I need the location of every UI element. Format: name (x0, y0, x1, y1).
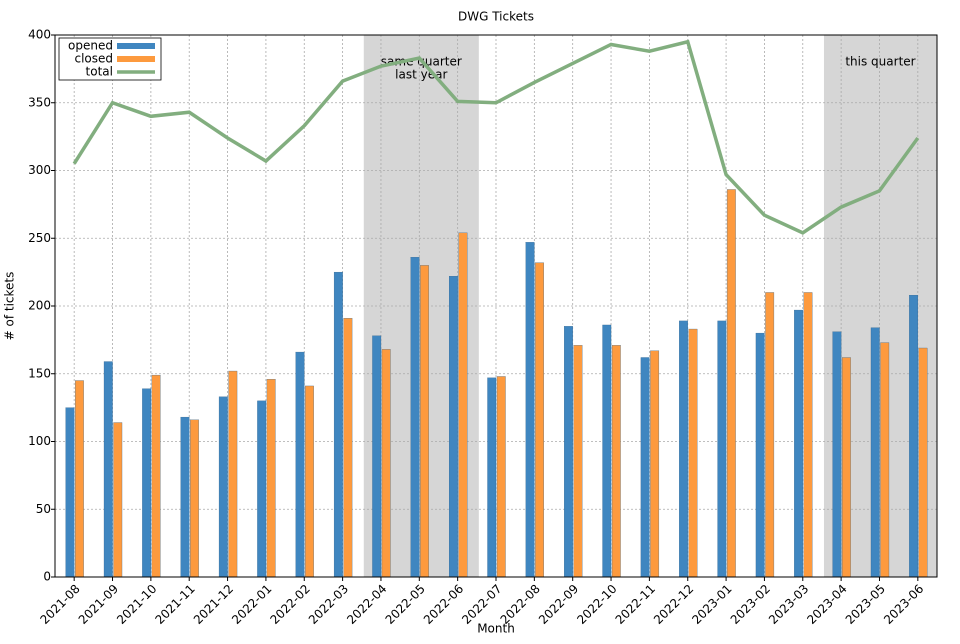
bar (218, 396, 228, 578)
bar (65, 407, 75, 578)
plot-frame (54, 34, 938, 578)
bar (679, 320, 688, 578)
line (72, 39, 920, 235)
legend-swatch (117, 43, 155, 49)
bar (103, 361, 113, 578)
bar (602, 324, 612, 578)
bar (333, 271, 343, 578)
y-tick-label: 50 (36, 502, 51, 516)
bar (372, 335, 382, 578)
bar (794, 309, 803, 578)
bar (180, 416, 190, 578)
y-tick-label: 100 (28, 434, 51, 448)
span-label: last year (395, 68, 447, 82)
bar (113, 422, 123, 578)
bar (573, 345, 583, 578)
bar (870, 327, 880, 578)
bar (564, 326, 573, 578)
bar (228, 370, 238, 578)
bar (458, 232, 468, 578)
bar (688, 328, 698, 578)
bar (841, 357, 851, 578)
bar (381, 349, 391, 578)
legend-label: total (86, 65, 113, 79)
y-tick-label: 300 (28, 163, 51, 177)
bar (880, 342, 890, 578)
y-tick-label: 400 (28, 28, 51, 42)
bar (803, 292, 813, 578)
bar (151, 374, 161, 578)
bar (487, 377, 497, 578)
y-axis-label: # of tickets (3, 272, 17, 341)
bar (257, 400, 267, 578)
legend-swatch (117, 56, 155, 62)
bar (909, 295, 918, 578)
bar (305, 385, 314, 578)
bar (496, 376, 506, 578)
bar (726, 189, 736, 578)
bar (525, 242, 535, 578)
y-tick-label: 350 (28, 95, 51, 109)
bar (755, 332, 765, 578)
bar (190, 419, 199, 578)
bar (266, 379, 276, 578)
y-tick-label: 150 (28, 366, 51, 380)
bar (717, 320, 727, 578)
y-tick-label: 200 (28, 299, 51, 313)
x-axis-label: Month (477, 622, 515, 636)
bar (295, 351, 305, 578)
bar (535, 262, 544, 578)
bar (343, 318, 353, 578)
bar (832, 331, 842, 578)
bar (611, 345, 621, 578)
bar (420, 265, 429, 578)
legend-label: closed (74, 52, 113, 66)
bar (640, 357, 650, 578)
span-label: this quarter (845, 55, 915, 69)
bar (142, 388, 152, 578)
bar (765, 292, 775, 578)
bar (650, 350, 660, 578)
chart-title: DWG Tickets (458, 10, 534, 24)
bar (410, 257, 420, 578)
bar (449, 276, 458, 578)
bar (918, 347, 928, 578)
legend-label: opened (68, 39, 113, 53)
bar (75, 380, 84, 578)
y-tick-label: 250 (28, 231, 51, 245)
y-tick-label: 0 (43, 570, 51, 584)
